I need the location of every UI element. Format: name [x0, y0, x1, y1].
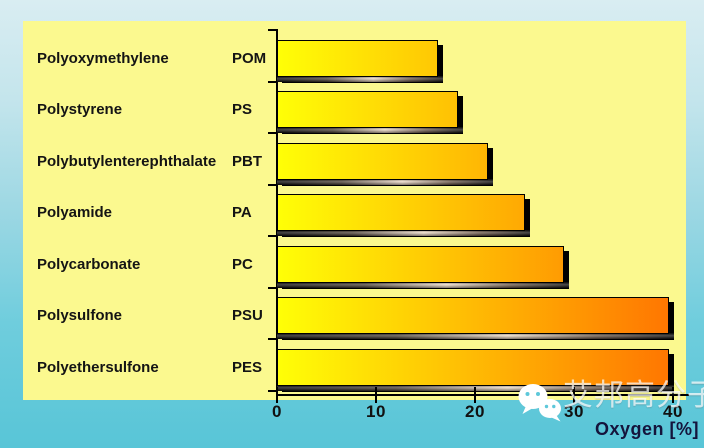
category-label: Polysulfone — [37, 307, 123, 324]
category-tick-mark — [268, 132, 277, 134]
x-tick-mark — [375, 387, 377, 403]
bar-fill — [277, 142, 488, 180]
x-tick-mark — [474, 387, 476, 403]
category-label: Polybutylenterephthalate — [37, 152, 217, 170]
category-abbreviation: PC — [232, 255, 253, 273]
x-tick-label: 10 — [366, 402, 386, 421]
category-tick-mark — [268, 80, 277, 83]
category-tick-mark — [268, 29, 277, 31]
category-tick-mark — [268, 235, 277, 237]
category-label: Polystyrene — [37, 101, 123, 118]
x-axis-title: Oxygen [%] — [594, 419, 699, 439]
x-tick-label: 40 — [663, 402, 683, 421]
category-tick-mark — [268, 286, 277, 289]
bar-floor — [277, 127, 463, 133]
category-label: Polyoxymethylene — [37, 49, 169, 67]
category-label: Polycarbonate — [37, 255, 141, 273]
bar-floor — [277, 281, 569, 288]
bar-fill — [277, 91, 458, 128]
category-abbreviation: PES — [232, 358, 263, 376]
bar-floor — [277, 333, 674, 339]
x-tick-label: 20 — [465, 402, 485, 421]
bar-fill — [277, 194, 525, 231]
x-tick-mark — [276, 387, 278, 403]
category-label: Polyethersulfone — [37, 358, 159, 376]
bar-fill — [277, 245, 564, 283]
category-abbreviation: PA — [232, 204, 252, 221]
category-tick-mark — [268, 389, 277, 392]
category-label: Polyamide — [37, 204, 113, 221]
bar-floor — [277, 230, 530, 236]
category-abbreviation: PSU — [232, 307, 263, 324]
category-abbreviation: PS — [232, 101, 253, 118]
bar-floor — [277, 178, 493, 185]
category-abbreviation: PBT — [232, 152, 262, 170]
x-tick-label: 0 — [272, 402, 282, 421]
bar-fill — [277, 39, 438, 77]
x-axis-line — [276, 394, 689, 396]
bar-floor — [277, 75, 443, 82]
x-tick-mark — [672, 387, 674, 403]
bar-fill — [277, 297, 669, 334]
category-tick-mark — [268, 183, 277, 186]
category-abbreviation: POM — [232, 49, 267, 67]
category-tick-mark — [268, 338, 277, 340]
x-tick-label: 30 — [564, 402, 584, 421]
x-tick-mark — [573, 387, 575, 403]
bar-fill — [277, 348, 669, 386]
